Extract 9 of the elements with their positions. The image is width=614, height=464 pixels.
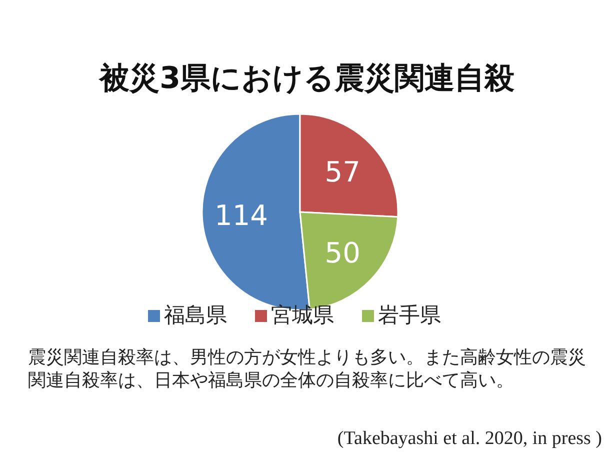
text: 震災関連自殺率は、男性の方が女性よりも多い。また高齢女性の震災関連自殺率は、日本や福島県の全体の自殺率に比べて高い。 bbox=[28, 346, 587, 392]
data-label: 50 bbox=[324, 236, 360, 270]
data-label: 114 bbox=[214, 198, 268, 232]
data-label: 57 bbox=[324, 155, 360, 188]
legend-label: 宮城県 bbox=[271, 303, 334, 327]
legend-label: 岩手県 bbox=[378, 303, 441, 327]
chart-title: 被災3県における震災関連自殺 bbox=[98, 61, 516, 96]
legend-label: 福島県 bbox=[164, 303, 227, 327]
text: (Takebayashi et al. 2020, in press ) bbox=[337, 428, 602, 450]
